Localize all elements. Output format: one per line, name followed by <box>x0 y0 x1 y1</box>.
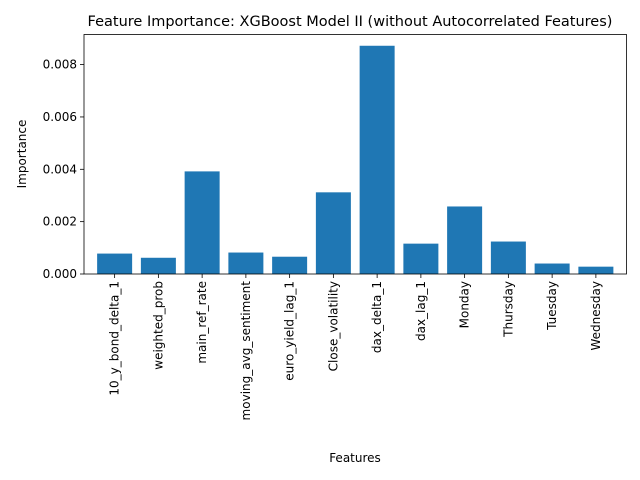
bar-close-volatility <box>315 192 351 274</box>
y-axis-label: Importance <box>15 120 29 189</box>
x-tick-label-close-volatility: Close_volatility <box>326 281 340 371</box>
bar-tuesday <box>534 263 570 274</box>
bar-10-y-bond-delta-1 <box>97 253 133 274</box>
x-tick-label-main-ref-rate: main_ref_rate <box>195 281 209 364</box>
bar-weighted-prob <box>140 257 176 274</box>
bar-dax-lag-1 <box>403 243 439 274</box>
y-tick-label: 0.008 <box>43 58 77 72</box>
y-tick-label: 0.006 <box>43 110 77 124</box>
x-tick-label-monday: Monday <box>458 281 472 328</box>
bar-monday <box>447 206 483 274</box>
x-ticks-group: 10_y_bond_delta_1 weighted_prob main_ref_r… <box>108 274 603 420</box>
x-tick-label-tuesday: Tuesday <box>545 281 559 331</box>
y-tick-label: 0.004 <box>43 162 77 176</box>
y-tick-label: 0.000 <box>43 267 77 281</box>
x-tick-label-wednesday: Wednesday <box>589 281 603 350</box>
chart-title: Feature Importance: XGBoost Model II (wi… <box>88 14 613 30</box>
x-axis-label: Features <box>329 451 381 465</box>
x-tick-label-dax-lag-1: dax_lag_1 <box>414 281 428 341</box>
x-tick-label-moving-avg-sentiment: moving_avg_sentiment <box>239 281 253 421</box>
x-tick-label-euro-yield-lag-1: euro_yield_lag_1 <box>283 281 297 381</box>
y-tick-label: 0.002 <box>43 215 77 229</box>
bar-wednesday <box>578 266 614 274</box>
x-tick-label-weighted-prob: weighted_prob <box>151 281 165 370</box>
plot-frame <box>83 34 627 275</box>
bar-euro-yield-lag-1 <box>272 256 308 274</box>
x-tick-label-10-y-bond-delta-1: 10_y_bond_delta_1 <box>108 281 122 396</box>
y-ticks-group: 0.000 0.002 0.004 0.006 0.008 <box>43 58 84 281</box>
bar-moving-avg-sentiment <box>228 252 264 274</box>
bar-thursday <box>490 241 526 274</box>
x-tick-label-dax-delta-1: dax_delta_1 <box>370 281 384 353</box>
x-tick-label-thursday: Thursday <box>501 281 515 338</box>
bar-dax-delta-1 <box>359 45 395 275</box>
bars-group <box>97 45 614 275</box>
bar-main-ref-rate <box>184 171 220 274</box>
